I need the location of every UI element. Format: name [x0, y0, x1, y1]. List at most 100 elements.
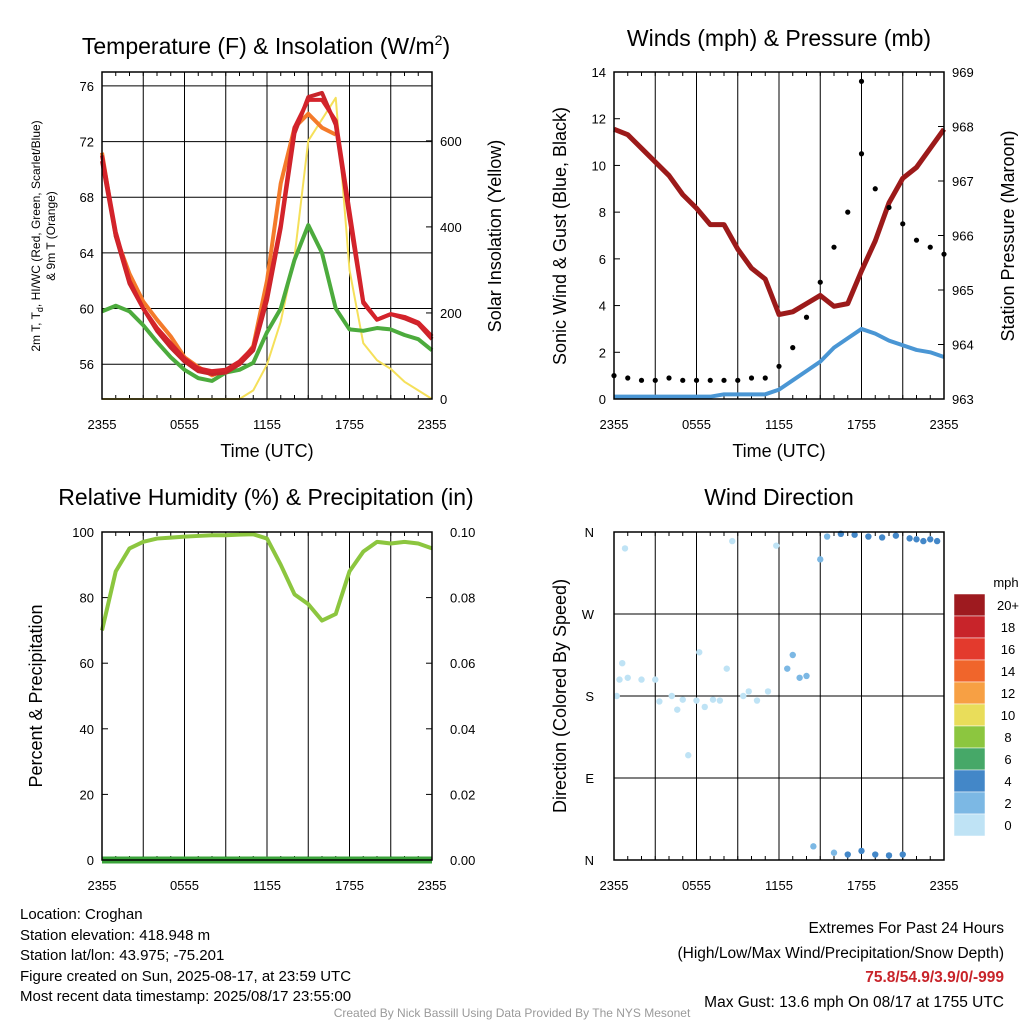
direction-point	[803, 672, 810, 680]
y2-tick-label: 0.08	[450, 591, 475, 606]
legend-label: 10	[1001, 708, 1015, 723]
direction-point	[784, 665, 791, 672]
gust-point	[707, 377, 713, 383]
legend-label: 12	[1001, 686, 1015, 701]
legend-swatch	[953, 725, 986, 749]
legend-swatch	[953, 593, 986, 617]
legend-label: 8	[1004, 730, 1011, 745]
gust-point	[858, 151, 865, 157]
extremes-subtitle: (High/Low/Max Wind/Precipitation/Snow De…	[677, 944, 1005, 962]
gust-point	[790, 345, 796, 351]
x-tick-label: 0555	[682, 878, 711, 893]
y2-tick-label: 964	[952, 338, 974, 353]
x-tick-label: 1755	[335, 878, 364, 893]
x-tick-label: 2355	[600, 417, 629, 432]
direction-point	[817, 556, 824, 563]
legend-label: 20+	[997, 598, 1019, 613]
winds-x-axis-label: Time (UTC)	[732, 441, 825, 461]
gust-point	[872, 186, 878, 192]
y2-tick-label: 965	[952, 283, 974, 298]
y-tick-label: 60	[80, 656, 94, 671]
legend-label: 2	[1004, 796, 1011, 811]
y2-tick-label: 0	[440, 392, 447, 407]
extremes-box: Extremes For Past 24 Hours (High/Low/Max…	[678, 917, 1005, 1015]
direction-point	[844, 851, 851, 858]
y-tick-label: S	[585, 689, 594, 704]
direction-point	[913, 536, 920, 543]
latlon-text: Station lat/lon: 43.975; -75.201	[20, 947, 225, 964]
y-tick-label: 68	[80, 190, 94, 205]
panel-frame	[613, 71, 945, 400]
direction-point	[745, 688, 752, 695]
y-tick-label: N	[585, 853, 594, 868]
gust-point	[886, 204, 892, 211]
direction-point	[616, 676, 623, 683]
direction-point	[729, 537, 736, 545]
direction-point	[865, 533, 872, 540]
y2-tick-label: 400	[440, 220, 462, 235]
x-tick-label: 1155	[765, 417, 793, 432]
direction-point	[899, 851, 906, 858]
direction-point	[619, 660, 626, 667]
panel-1: 2355 0555 1155 1755 2355	[88, 72, 446, 432]
direction-point	[685, 752, 692, 759]
x-tick-label: 2355	[88, 878, 117, 893]
y-tick-label: 4	[599, 299, 606, 314]
gust-point	[652, 377, 658, 383]
direction-point	[764, 688, 772, 695]
direction-point	[753, 697, 761, 704]
direction-point	[789, 651, 796, 659]
direction-point	[810, 843, 817, 850]
series-wind	[614, 326, 945, 399]
humidity-plot: 0 0.00 20 0.02 40 0.04 60 0.06 80 0.08 100 0.10	[72, 525, 475, 868]
credit-text: Created By Nick Bassill Using Data Provi…	[333, 1006, 691, 1020]
direction-point	[927, 536, 934, 543]
x-tick-label: 2355	[600, 878, 629, 893]
y-tick-label: 60	[80, 302, 94, 317]
legend-title: mph	[993, 575, 1018, 590]
gust-point	[845, 209, 851, 215]
legend-swatch	[953, 747, 986, 771]
y-tick-label: 14	[592, 65, 606, 80]
series-2mt	[100, 97, 434, 374]
direction-point	[823, 533, 831, 540]
x-tick-label: 1155	[765, 878, 793, 893]
y-tick-label: N	[585, 525, 594, 540]
y2-tick-label: 0.00	[450, 853, 475, 868]
y-tick-label: 64	[80, 246, 94, 261]
direction-point	[773, 542, 780, 549]
legend-swatch	[953, 615, 986, 639]
y2-tick-label: 600	[440, 134, 462, 149]
direction-point	[858, 847, 865, 855]
direction-point	[892, 532, 900, 539]
y-tick-label: 8	[599, 205, 606, 220]
legend-label: 16	[1001, 642, 1015, 657]
direction-point	[878, 534, 886, 541]
legend-label: 4	[1004, 774, 1011, 789]
legend-swatch	[953, 769, 986, 793]
gust-point	[831, 244, 837, 250]
pressure-y-axis-label: Station Pressure (Maroon)	[998, 130, 1018, 341]
direction-point	[740, 692, 747, 700]
insolation-y-axis-label: Solar Insolation (Yellow)	[485, 140, 505, 332]
direction-point	[668, 692, 675, 700]
direction-panel-title: Wind Direction	[704, 484, 854, 510]
y2-tick-label: 966	[952, 229, 974, 244]
direction-point	[621, 545, 629, 552]
y-tick-label: 80	[80, 591, 94, 606]
y-tick-label: W	[582, 607, 595, 622]
panel-frame	[613, 531, 945, 861]
x-tick-label: 1155	[253, 417, 281, 432]
location-text: Location: Croghan	[20, 906, 143, 923]
y2-tick-label: 963	[952, 392, 974, 407]
winds-panel-title: Winds (mph) & Pressure (mb)	[627, 25, 931, 51]
gust-point	[721, 377, 727, 383]
x-tick-label: 1155	[253, 878, 281, 893]
legend-label: 6	[1004, 752, 1011, 767]
gust-point	[625, 375, 631, 381]
max-gust-text: Max Gust: 13.6 mph On 08/17 at 1755 UTC	[704, 993, 1004, 1011]
direction-point	[933, 537, 941, 545]
direction-point	[638, 676, 645, 683]
y-tick-label: 100	[72, 525, 94, 540]
